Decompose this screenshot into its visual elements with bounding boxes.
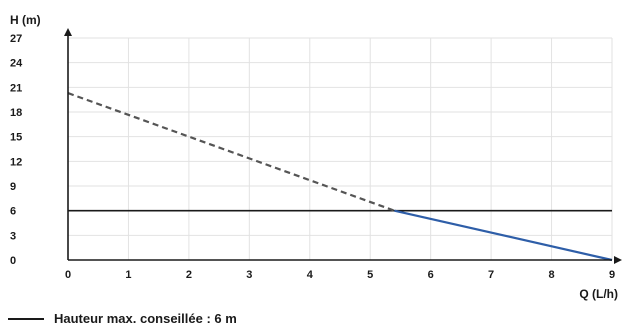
y-tick-label: 6 [10, 206, 16, 218]
x-axis-arrow-icon [614, 256, 622, 264]
x-tick-label: 9 [609, 269, 615, 281]
x-tick-label: 3 [246, 269, 252, 281]
x-axis-title: Q (L/h) [579, 287, 618, 301]
series-group [67, 92, 613, 262]
legend-line-swatch [8, 317, 44, 320]
y-tick-label: 27 [10, 33, 22, 45]
x-tick-label: 8 [548, 269, 554, 281]
y-tick-label: 18 [10, 107, 22, 119]
y-tick-label: 12 [10, 156, 22, 168]
grid [68, 37, 613, 260]
x-tick-label: 6 [428, 269, 434, 281]
axes [64, 28, 622, 264]
legend: Hauteur max. conseillée : 6 m [8, 311, 237, 326]
y-axis-title: H (m) [10, 13, 41, 27]
x-tick-label: 2 [186, 269, 192, 281]
series-line-dashed [67, 92, 395, 212]
y-axis-arrow-icon [64, 28, 72, 36]
y-tick-label: 24 [10, 58, 23, 70]
series-line-solid [394, 209, 613, 262]
x-tick-label: 5 [367, 269, 373, 281]
x-tick-label: 4 [307, 269, 314, 281]
legend-label: Hauteur max. conseillée : 6 m [54, 311, 237, 326]
y-tick-label: 0 [10, 255, 16, 267]
x-tick-label: 0 [65, 269, 71, 281]
x-tick-label: 7 [488, 269, 494, 281]
y-tick-label: 21 [10, 82, 22, 94]
x-tick-label: 1 [125, 269, 131, 281]
y-tick-label: 9 [10, 181, 16, 193]
y-tick-label: 15 [10, 132, 22, 144]
y-tick-label: 3 [10, 230, 16, 242]
